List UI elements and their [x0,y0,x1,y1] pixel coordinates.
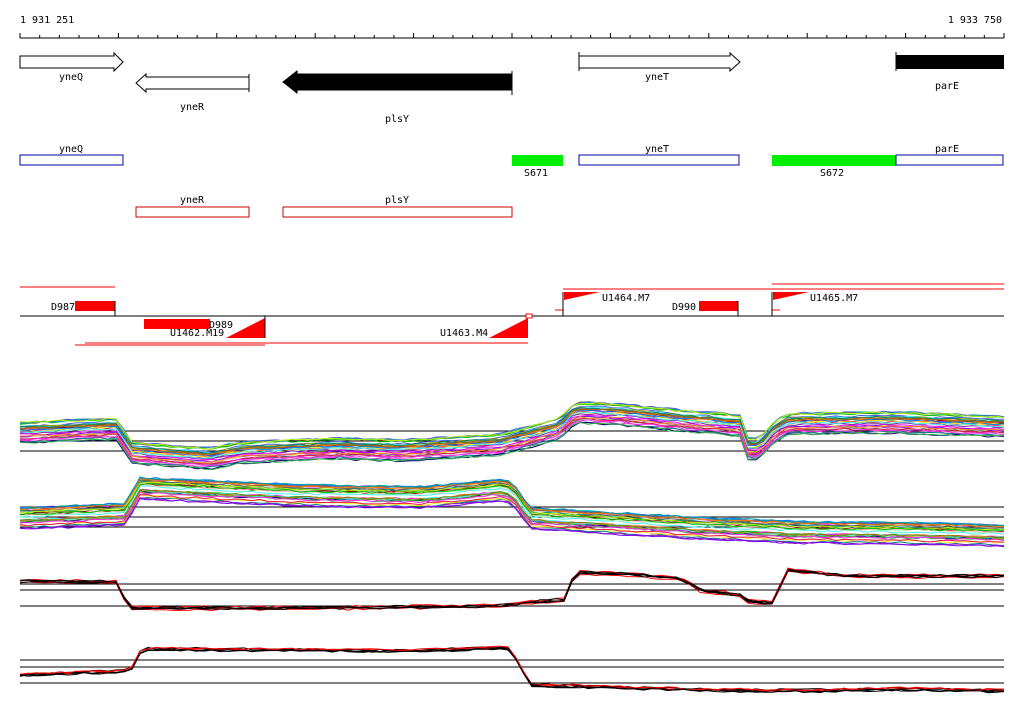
gene-yneT[interactable]: yneT [578,51,741,83]
annotation-label-yneT: yneT [645,144,669,155]
coordinate-ruler: 1 931 251 1 933 750 [19,15,1005,39]
gene-yneQ[interactable]: yneQ [19,51,124,83]
terminator-label-D987: D987 [51,302,75,313]
expression-trace [19,645,1005,692]
promoter-label-U1463: U1463.M4 [440,328,488,339]
expression-trace [19,408,1005,456]
terminator-label-D989: D989 [209,320,233,331]
expression-trace [19,478,1005,528]
terminator-D987[interactable] [75,301,115,311]
gene-label-parE: parE [935,81,959,92]
expression-trace [19,485,1005,535]
right-arrow-icon [19,51,124,73]
gene-plsY[interactable]: plsY [282,69,513,125]
expression-trace [19,496,1005,546]
promoter-label-U1465: U1465.M7 [810,293,858,304]
gene-parE[interactable]: parE [895,52,1004,92]
segment-label-S672: S672 [820,168,844,179]
expression-trace [19,402,1005,450]
annotation-box-yneT[interactable] [578,154,740,166]
terminator-D990[interactable] [699,301,738,311]
left-arrow-icon [135,72,250,94]
expression-panel-forward-all [19,401,1005,471]
segment-label-S671: S671 [524,168,548,179]
ruler-start-label: 1 931 251 [20,15,74,26]
transcript-track: D987 D989 U1462.M19 U1463.M4 U1464.M7 D9… [20,283,1004,346]
segment-S672[interactable] [772,155,896,166]
expression-trace [19,481,1005,531]
annotation-track-forward: yneQ S671 yneT S672 parE [19,144,1004,179]
annotation-box-plsY[interactable] [282,206,513,218]
expression-trace [19,482,1005,532]
left-arrow-icon [282,69,513,95]
site-marker [525,313,533,319]
ruler-ticks [19,33,1005,38]
expression-trace [19,403,1005,450]
annotation-box-parE[interactable] [895,154,1004,166]
promoter-label-U1464: U1464.M7 [602,293,650,304]
expression-trace [19,498,1005,548]
promoter-flag-icon[interactable] [489,318,528,338]
expression-trace [19,647,1005,694]
gene-label-yneT: yneT [645,72,669,83]
expression-panel-reverse-all [19,476,1005,548]
segment-S671[interactable] [512,155,563,166]
right-arrow-icon [578,51,741,73]
gene-track: yneQ yneR plsY yneT parE [19,51,1004,125]
expression-trace [19,647,1005,694]
expression-trace [19,416,1005,464]
expression-panel-reverse-summary [19,645,1005,694]
expression-trace [19,422,1005,469]
expression-trace [19,411,1005,459]
expression-trace [19,476,1005,526]
gene-label-yneR: yneR [180,102,205,113]
promoter-flag-icon[interactable] [226,318,265,338]
promoter-label-U1462: U1462.M19 [170,328,224,339]
expression-trace [19,570,1005,610]
expression-panel-forward-summary [19,567,1005,612]
annotation-box-yneR[interactable] [135,206,250,218]
expression-trace [19,417,1005,465]
expression-trace [19,570,1005,611]
annotation-label-parE: parE [935,144,959,155]
expression-trace [19,414,1005,461]
annotation-box-yneQ[interactable] [19,154,124,166]
expression-trace [19,567,1005,609]
promoter-flag-icon[interactable] [773,292,809,300]
gene-body [896,55,1004,69]
expression-trace [20,491,1005,542]
expression-trace [19,421,1005,471]
expression-trace [19,407,1005,456]
terminator-label-D990: D990 [672,302,696,313]
terminator-D989[interactable] [144,319,210,329]
annotation-label-yneR: yneR [180,195,205,206]
expression-trace [19,419,1005,466]
annotation-label-plsY: plsY [385,195,409,206]
gene-label-yneQ: yneQ [59,72,83,83]
promoter-flag-icon[interactable] [564,292,600,300]
expression-trace [19,489,1005,539]
expression-trace [19,491,1005,541]
gene-label-plsY: plsY [385,114,409,125]
expression-trace [19,494,1005,543]
annotation-label-yneQ: yneQ [59,144,83,155]
ruler-end-label: 1 933 750 [948,15,1002,26]
annotation-track-reverse: yneR plsY [135,195,513,218]
gene-yneR[interactable]: yneR [135,72,250,113]
